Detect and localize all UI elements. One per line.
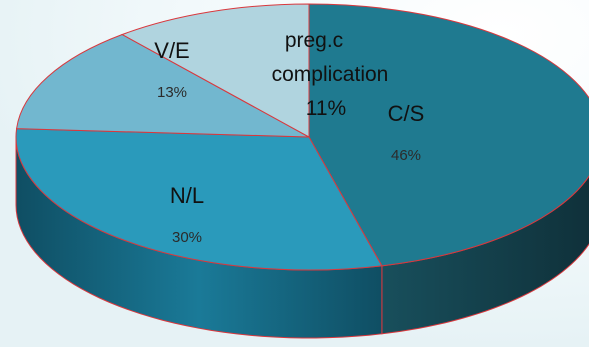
slice-value-v-e: 13%	[157, 84, 187, 101]
pie-slice-3	[121, 3, 310, 138]
slice-label-preg: preg.c complication 11%	[272, 29, 389, 120]
pie-top-faces	[15, 3, 589, 271]
slice-name-preg-line2: complication	[272, 63, 389, 86]
slice-name-n-l: N/L	[170, 183, 204, 208]
slice-label-v-e: V/E 13%	[154, 38, 189, 101]
slice-name-c-s: C/S	[388, 101, 425, 126]
slice-name-preg-line1: preg.c	[285, 29, 343, 52]
slice-label-c-s: C/S 46%	[388, 101, 425, 164]
slice-value-c-s: 46%	[391, 147, 421, 164]
slice-name-v-e: V/E	[154, 38, 189, 63]
slice-label-n-l: N/L 30%	[170, 183, 204, 246]
slice-value-preg: 11%	[306, 97, 346, 120]
pie-slice-2	[16, 33, 310, 138]
pie-slice-0	[308, 3, 589, 267]
slice-value-n-l: 30%	[172, 229, 202, 246]
pie-slice-1	[15, 128, 383, 271]
